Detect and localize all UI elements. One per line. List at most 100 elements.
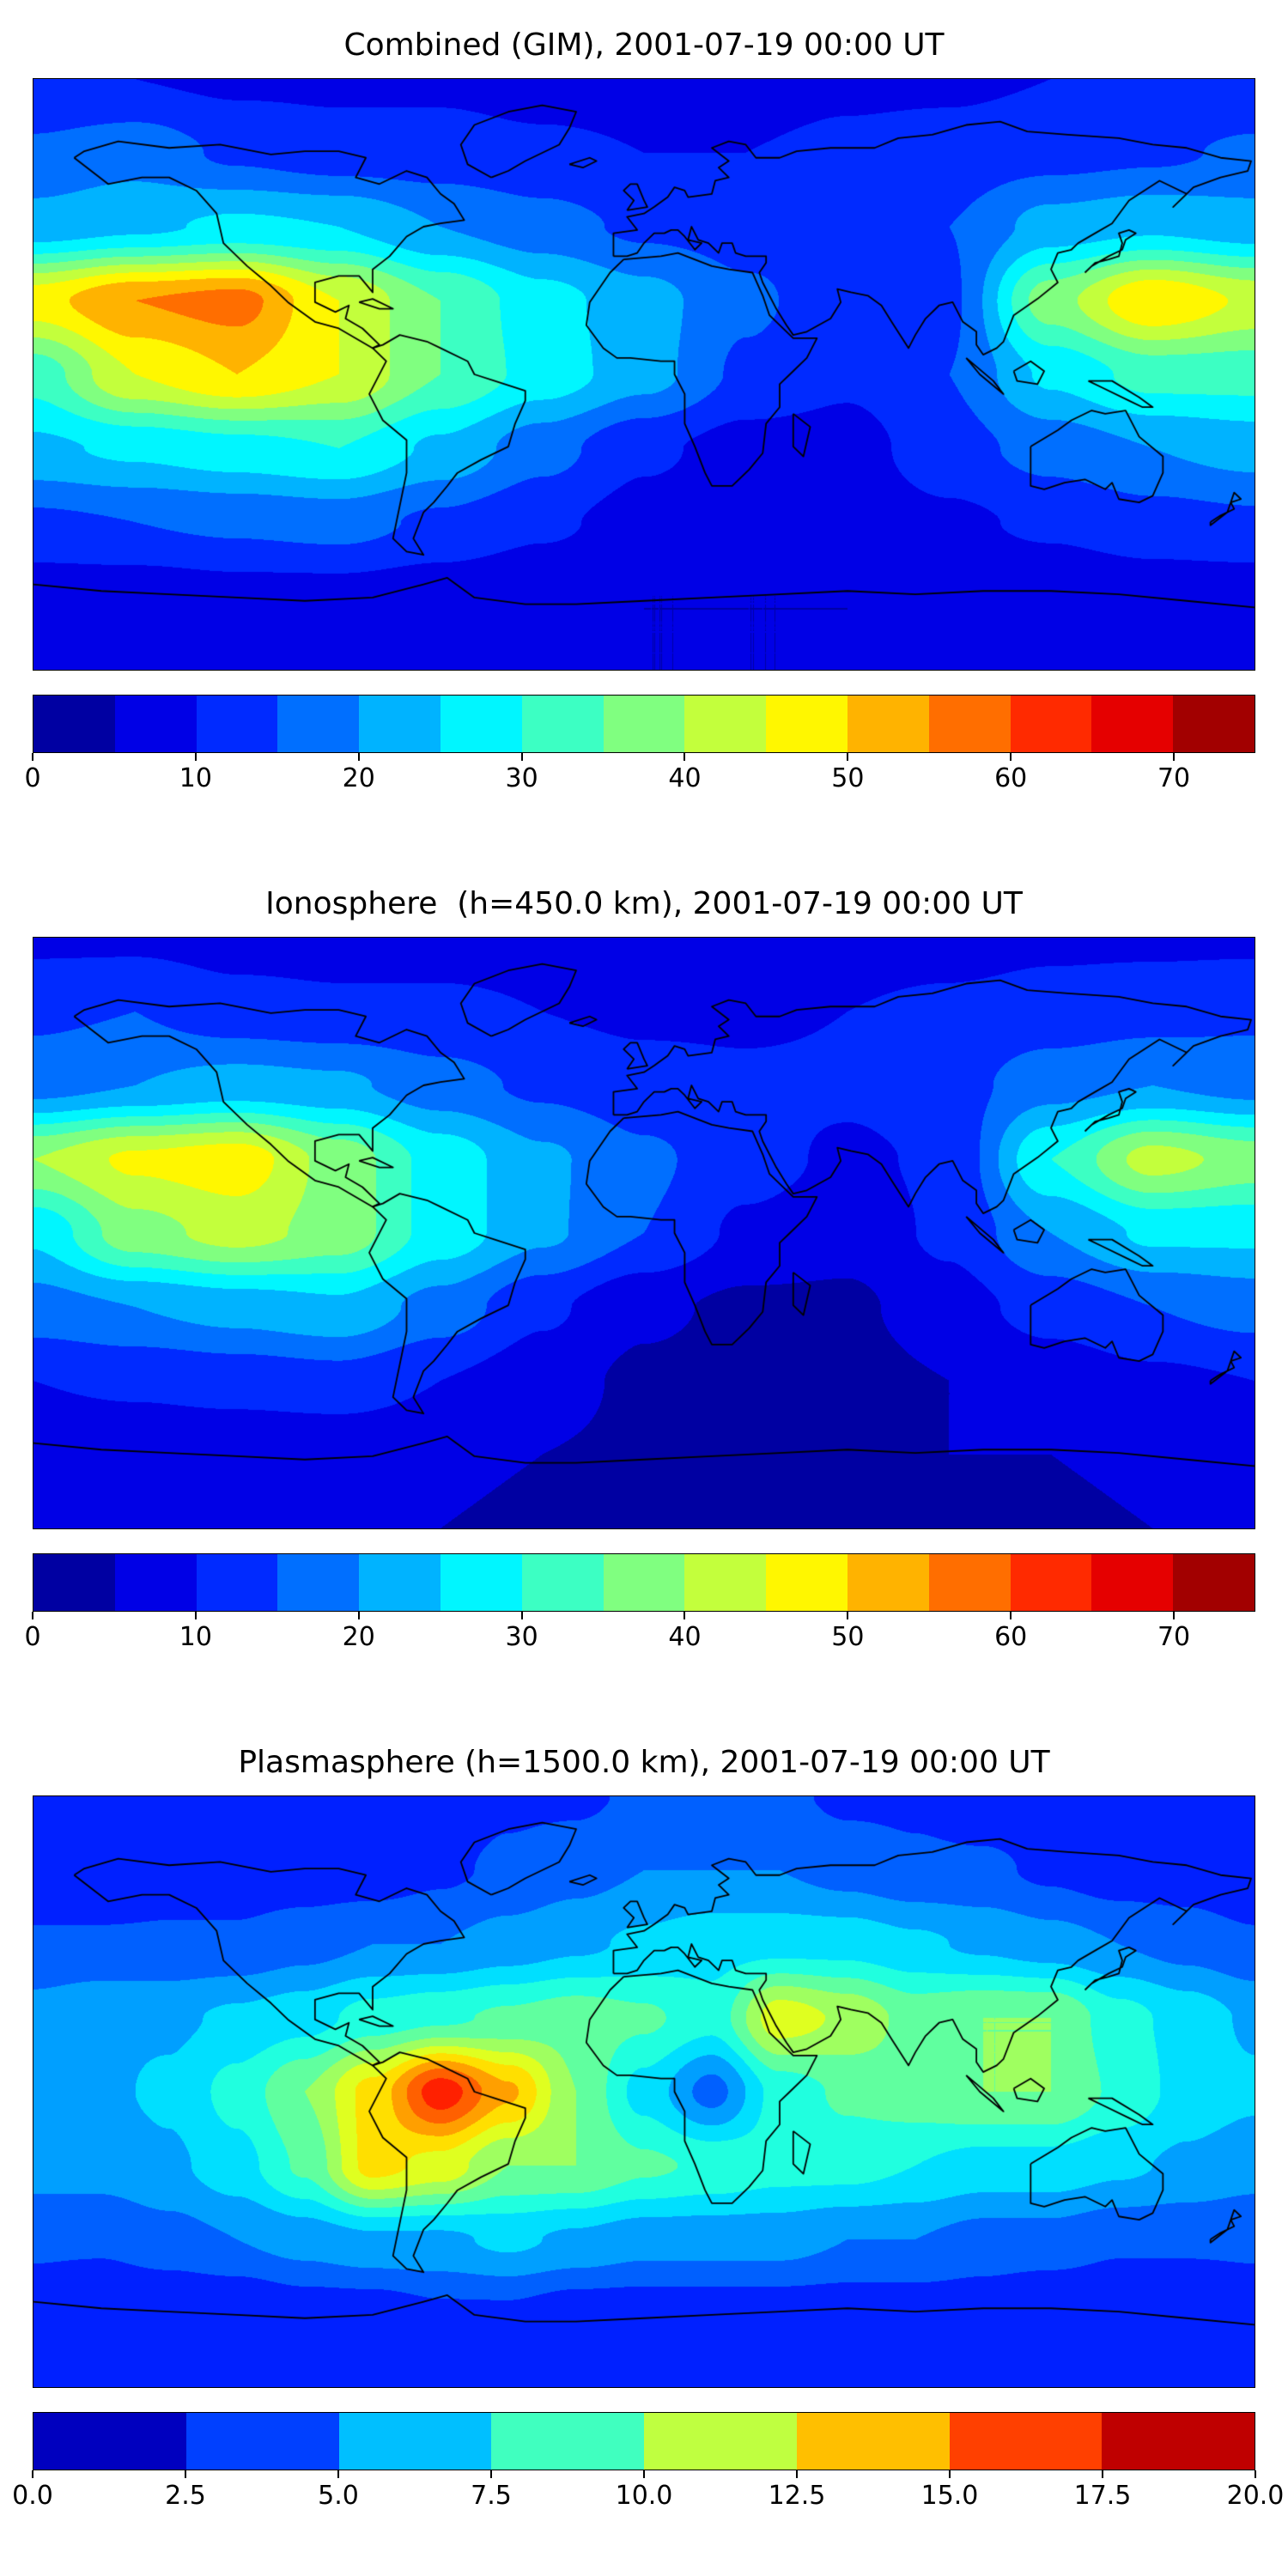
colorbar-segment [684,696,767,752]
colorbar-tick-label: 60 [994,763,1028,793]
colorbar-tick-mark [683,1612,686,1619]
colorbar-segment [521,1554,604,1611]
map-canvas-ionosphere [33,938,1255,1528]
colorbar-segment [521,696,604,752]
colorbar-tick-label: 10 [179,1622,212,1652]
colorbar-segment [114,696,197,752]
map-canvas-combined [33,79,1255,670]
colorbar-segment [644,2413,797,2470]
colorbar-segment [1010,1554,1092,1611]
colorbar-segment [33,696,115,752]
colorbar-tick-label: 20 [342,763,375,793]
colorbar-segment [796,2413,950,2470]
colorbar-segment [440,696,522,752]
map-combined [33,78,1255,671]
colorbar-tick-label: 5.0 [318,2481,359,2511]
colorbar-segment [359,696,440,752]
colorbar-tick-mark [490,2470,492,2478]
colorbar-segment [185,2413,339,2470]
colorbar-segment [1102,2413,1255,2470]
map-canvas-plasmasphere [33,1796,1255,2387]
colorbar-ticks-combined: 0 10 20 30 40 50 60 70 [24,753,1255,805]
panel-ionosphere: Ionosphere (h=450.0 km), 2001-07-19 00:0… [0,859,1288,1717]
colorbar-tick-label: 70 [1157,1622,1191,1652]
map-plasmasphere [33,1795,1255,2388]
colorbar-segment [277,1554,360,1611]
colorbar-segment [684,1554,767,1611]
colorbar-segment [1173,1554,1255,1611]
colorbar-tick-label: 10.0 [615,2481,673,2511]
colorbar-tick-mark [949,2470,951,2478]
colorbar-segment [277,696,360,752]
colorbar-tick-label: 2.5 [165,2481,206,2511]
colorbar-tick-label: 10 [179,763,212,793]
colorbar-segment [196,696,278,752]
chart-title-combined: Combined (GIM), 2001-07-19 00:00 UT [343,27,945,63]
colorbar-segment [847,1554,929,1611]
colorbar-segment [33,2413,186,2470]
chart-title-ionosphere: Ionosphere (h=450.0 km), 2001-07-19 00:0… [265,886,1023,921]
colorbar-tick-mark [520,753,523,761]
colorbar-segment [928,1554,1011,1611]
colorbar-segment [114,1554,197,1611]
colorbar-segment [928,696,1011,752]
colorbar-tick-mark [194,1612,197,1619]
colorbar-tick-mark [32,753,33,761]
colorbar-tick-mark [32,1612,33,1619]
colorbar-segment [1173,696,1255,752]
colorbar-tick-label: 30 [505,1622,538,1652]
colorbar-tick-mark [1255,2470,1256,2478]
colorbar-segment [766,696,848,752]
colorbar-tick-label: 40 [668,1622,702,1652]
colorbar-tick-label: 0 [24,1622,41,1652]
colorbar-tick-mark [1173,753,1176,761]
colorbar-tick-label: 0 [24,763,41,793]
colorbar-tick-mark [683,753,686,761]
colorbar-tick-mark [337,2470,339,2478]
colorbar-tick-label: 15.0 [920,2481,979,2511]
colorbar-segment [359,1554,440,1611]
map-ionosphere [33,937,1255,1529]
colorbar-tick-mark [520,1612,523,1619]
colorbar-tick-label: 20.0 [1226,2481,1285,2511]
colorbar-segment [1091,696,1174,752]
colorbar-segment [1091,1554,1174,1611]
colorbar-segment [766,1554,848,1611]
colorbar-tick-label: 40 [668,763,702,793]
colorbar-plasmasphere [33,2412,1255,2470]
colorbar-segment [440,1554,522,1611]
colorbar-tick-mark [1010,753,1012,761]
panel-plasmasphere: Plasmasphere (h=1500.0 km), 2001-07-19 0… [0,1717,1288,2576]
colorbar-segment [1010,696,1092,752]
colorbar-segment [603,1554,685,1611]
colorbar-combined [33,695,1255,753]
colorbar-ticks-ionosphere: 0 10 20 30 40 50 60 70 [24,1612,1255,1663]
colorbar-segment [33,1554,115,1611]
colorbar-tick-mark [796,2470,798,2478]
colorbar-tick-label: 70 [1157,763,1191,793]
colorbar-tick-label: 60 [994,1622,1028,1652]
colorbar-tick-label: 7.5 [471,2481,512,2511]
colorbar-tick-mark [1010,1612,1012,1619]
colorbar-ionosphere [33,1553,1255,1612]
colorbar-segment [603,696,685,752]
colorbar-segment [491,2413,644,2470]
colorbar-tick-mark [643,2470,645,2478]
colorbar-tick-label: 12.5 [768,2481,826,2511]
colorbar-ticks-plasmasphere: 0.0 2.5 5.0 7.5 10.0 12.5 15.0 17.5 20.0 [12,2470,1284,2522]
colorbar-segment [196,1554,278,1611]
colorbar-segment [338,2413,492,2470]
colorbar-tick-label: 0.0 [12,2481,53,2511]
colorbar-tick-mark [357,753,360,761]
panel-combined: Combined (GIM), 2001-07-19 00:00 UT 0 10 2… [0,0,1288,859]
colorbar-tick-mark [357,1612,360,1619]
colorbar-tick-label: 50 [831,763,865,793]
colorbar-tick-mark [1102,2470,1103,2478]
colorbar-tick-mark [185,2470,186,2478]
colorbar-tick-mark [194,753,197,761]
colorbar-tick-mark [1173,1612,1176,1619]
colorbar-tick-mark [847,753,849,761]
colorbar-segment [949,2413,1103,2470]
colorbar-tick-label: 30 [505,763,538,793]
colorbar-segment [847,696,929,752]
